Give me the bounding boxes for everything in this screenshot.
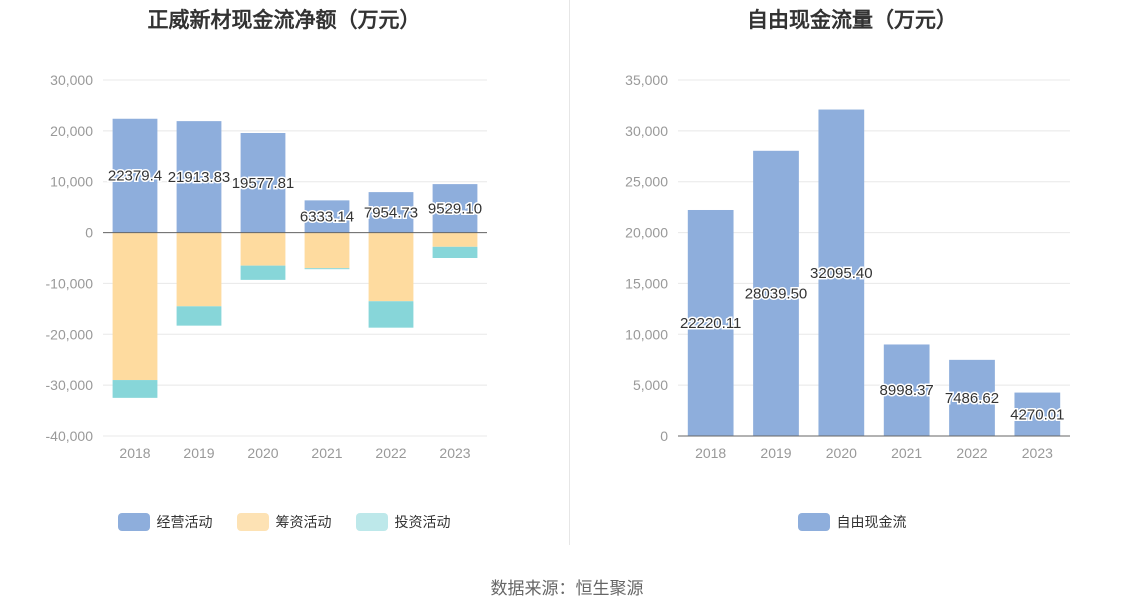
left-bar-s0-2022 — [368, 192, 414, 233]
panel-divider — [569, 0, 570, 545]
left-bar-s2-2018 — [112, 380, 158, 398]
right-y-tick-label: 5,000 — [633, 377, 668, 393]
legend-item-financing[interactable]: 筹资活动 — [236, 512, 332, 532]
legend-label-investing: 投资活动 — [394, 514, 451, 530]
right-bar-s0-2023 — [1014, 392, 1061, 436]
legend-swatch-free-cash-flow — [797, 513, 830, 531]
left-y-tick-label: 0 — [85, 225, 93, 241]
left-y-tick-label: -30,000 — [46, 377, 94, 393]
left-y-tick-label: -10,000 — [46, 275, 94, 291]
legend-swatch-operating — [117, 513, 150, 531]
left-chart-title: 正威新材现金流净额（万元） — [147, 9, 421, 32]
left-data-label: 22379.4 — [108, 168, 162, 185]
left-y-tick-label: 30,000 — [50, 72, 93, 88]
right-chart-panel: 自由现金流量（万元） 0 5,000 10,000 15,000 20,000 25,00… — [570, 0, 1134, 545]
right-data-label: 4270.01 — [1010, 406, 1064, 423]
left-bar-s2-2020 — [240, 265, 286, 280]
left-y-tick-label: 10,000 — [50, 174, 93, 190]
left-y-tick-label: -40,000 — [46, 428, 94, 444]
left-data-label: 19577.81 — [232, 175, 295, 192]
legend-swatch-financing — [236, 513, 269, 531]
left-bar-s1-2022 — [368, 232, 414, 302]
left-data-label: 6333.14 — [300, 208, 354, 225]
left-data-label: 9529.10 — [428, 200, 482, 217]
left-x-tick-label: 2023 — [439, 445, 470, 461]
right-bar-s0-2021 — [883, 344, 930, 436]
left-bar-s2-2022 — [368, 301, 414, 328]
right-x-tick-label: 2021 — [891, 445, 922, 461]
left-bar-s1-2020 — [240, 232, 286, 266]
left-bar-s2-2021 — [304, 268, 350, 270]
right-y-tick-label: 10,000 — [625, 326, 668, 342]
right-bar-s0-2019 — [753, 150, 799, 437]
left-bar-s2-2023 — [432, 246, 478, 258]
right-chart-svg: 0 5,000 10,000 15,000 20,000 25,000 30,000 35,0… — [625, 72, 1070, 461]
left-bar-s0-2020 — [240, 133, 286, 233]
right-data-label: 22220.11 — [680, 315, 741, 332]
left-x-tick-label: 2020 — [247, 445, 278, 461]
right-data-label: 32095.40 — [810, 265, 873, 282]
left-bar-s1-2019 — [176, 232, 222, 307]
legend-item-operating[interactable]: 经营活动 — [117, 512, 213, 532]
right-data-label: 8998.37 — [880, 382, 934, 399]
left-bar-s1-2023 — [432, 232, 478, 247]
legend-item-investing[interactable]: 投资活动 — [355, 512, 451, 532]
right-y-tick-label: 0 — [660, 428, 668, 444]
right-y-tick-label: 30,000 — [625, 123, 668, 139]
right-x-tick-label: 2020 — [826, 445, 857, 461]
right-y-tick-label: 20,000 — [625, 225, 668, 241]
left-bar-s1-2021 — [304, 232, 350, 269]
left-data-label: 21913.83 — [168, 169, 231, 186]
right-bar-s0-2018 — [687, 209, 734, 436]
left-bar-s0-2021 — [304, 200, 350, 233]
legend-label-operating: 经营活动 — [156, 514, 213, 530]
right-bar-s0-2022 — [949, 359, 995, 436]
right-y-tick-label: 15,000 — [625, 275, 668, 291]
left-y-tick-label: -20,000 — [46, 326, 94, 342]
legend-label-financing: 筹资活动 — [275, 514, 332, 530]
right-legend: 自由现金流 — [570, 512, 1134, 532]
right-x-tick-label: 2022 — [956, 445, 987, 461]
left-chart-panel: 正威新材现金流净额（万元） -40,000 -30,000 -20,000 -10,0… — [0, 0, 568, 545]
right-x-tick-label: 2018 — [695, 445, 726, 461]
left-y-tick-label: 20,000 — [50, 123, 93, 139]
legend-swatch-investing — [355, 513, 388, 531]
right-bar-s0-2020 — [818, 109, 865, 436]
right-data-label: 7486.62 — [945, 390, 999, 407]
left-x-tick-label: 2022 — [375, 445, 406, 461]
legend-item-free-cash-flow[interactable]: 自由现金流 — [797, 512, 907, 532]
left-x-tick-label: 2018 — [119, 445, 150, 461]
left-bar-s1-2018 — [112, 232, 158, 381]
left-bar-s0-2018 — [112, 118, 158, 233]
right-chart-title: 自由现金流量（万元） — [747, 9, 957, 32]
left-legend: 经营活动 筹资活动 投资活动 — [0, 512, 568, 532]
left-bar-s0-2019 — [176, 121, 222, 233]
legend-label-free-cash-flow: 自由现金流 — [836, 514, 907, 530]
left-bar-s2-2019 — [176, 306, 222, 326]
right-x-tick-label: 2023 — [1022, 445, 1053, 461]
left-data-label: 7954.73 — [364, 204, 418, 221]
left-bar-s0-2023 — [432, 184, 478, 233]
right-y-tick-label: 25,000 — [625, 174, 668, 190]
right-data-label: 28039.50 — [745, 285, 808, 302]
left-x-tick-label: 2021 — [311, 445, 342, 461]
data-source-footer: 数据来源：恒生聚源 — [490, 579, 644, 598]
right-y-tick-label: 35,000 — [625, 72, 668, 88]
left-x-tick-label: 2019 — [183, 445, 214, 461]
right-x-tick-label: 2019 — [760, 445, 791, 461]
left-chart-svg: -40,000 -30,000 -20,000 -10,000 0 10,000 20,00… — [46, 72, 487, 461]
